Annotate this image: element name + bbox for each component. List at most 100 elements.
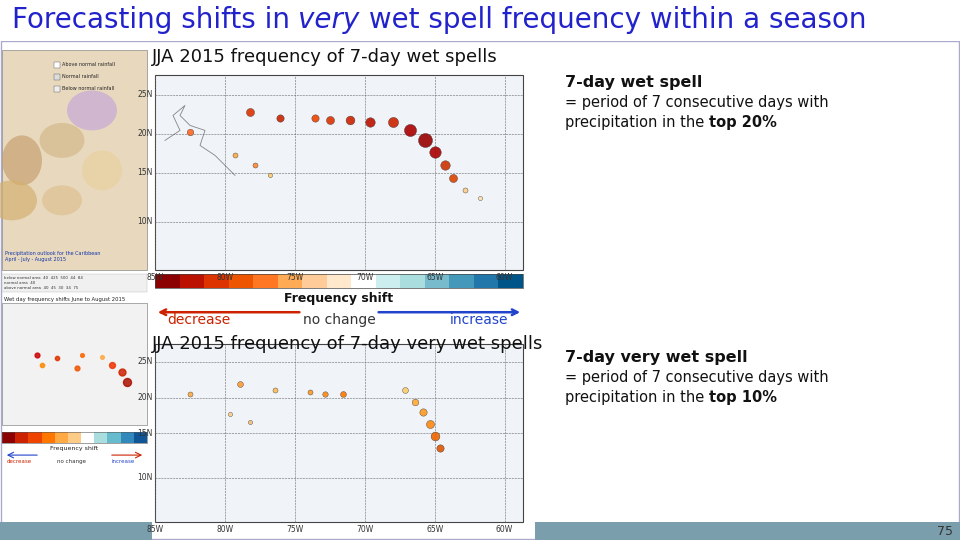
Bar — [68, 432, 81, 443]
Point — [228, 151, 243, 160]
Bar — [133, 432, 147, 443]
Bar — [108, 432, 121, 443]
Point — [427, 432, 443, 441]
Point — [343, 116, 358, 125]
Point — [407, 398, 422, 407]
Text: 85W: 85W — [147, 273, 163, 282]
Point — [335, 390, 350, 399]
Text: below normal area  40  425  500  44  84: below normal area 40 425 500 44 84 — [4, 276, 83, 280]
Point — [242, 108, 257, 117]
Point — [69, 364, 84, 373]
Ellipse shape — [0, 180, 37, 220]
Bar — [474, 274, 498, 288]
Bar — [277, 274, 302, 288]
Bar — [41, 432, 55, 443]
Text: 15N: 15N — [137, 429, 153, 437]
Text: = period of 7 consecutive days with: = period of 7 consecutive days with — [565, 96, 828, 111]
Point — [182, 128, 198, 137]
Text: top 10%: top 10% — [708, 390, 777, 405]
Text: Precipitation outlook for the Caribbean
April - July - August 2015: Precipitation outlook for the Caribbean … — [5, 251, 101, 262]
Text: 7-day very wet spell: 7-day very wet spell — [565, 350, 748, 365]
Bar — [204, 274, 228, 288]
Point — [432, 444, 447, 453]
Text: 25N: 25N — [137, 90, 153, 99]
Text: 20N: 20N — [137, 393, 153, 402]
Text: 20N: 20N — [137, 130, 153, 138]
Text: Frequency shift: Frequency shift — [284, 292, 394, 305]
Text: 75W: 75W — [286, 273, 303, 282]
Text: top 20%: top 20% — [708, 116, 777, 131]
Point — [318, 390, 333, 399]
Text: 60W: 60W — [496, 525, 514, 534]
Bar — [351, 274, 375, 288]
Bar — [2, 432, 147, 443]
Bar — [94, 432, 108, 443]
Text: 70W: 70W — [356, 273, 373, 282]
Point — [472, 194, 488, 202]
Text: 80W: 80W — [216, 273, 233, 282]
Bar — [2, 274, 147, 292]
Bar — [54, 86, 60, 92]
Bar — [2, 51, 147, 270]
Bar — [155, 274, 523, 288]
Text: 65W: 65W — [426, 525, 444, 534]
Point — [119, 378, 134, 387]
Text: 60W: 60W — [496, 273, 514, 282]
Text: precipitation in the: precipitation in the — [565, 116, 708, 131]
Point — [94, 353, 109, 361]
Bar — [0, 522, 152, 540]
Point — [438, 161, 453, 170]
Text: 85W: 85W — [147, 525, 163, 534]
Text: no change: no change — [302, 313, 375, 327]
Ellipse shape — [2, 136, 42, 185]
Text: very: very — [299, 6, 360, 34]
Point — [457, 186, 472, 195]
Bar — [155, 274, 180, 288]
Point — [323, 116, 338, 125]
Point — [418, 136, 433, 145]
Bar — [449, 274, 474, 288]
Text: increase: increase — [112, 459, 135, 464]
Bar — [121, 432, 133, 443]
Point — [182, 390, 198, 399]
Text: Frequency shift: Frequency shift — [51, 446, 99, 451]
Point — [49, 354, 64, 362]
Point — [248, 161, 263, 170]
Text: 80W: 80W — [216, 525, 233, 534]
Ellipse shape — [82, 150, 122, 191]
Text: 75W: 75W — [286, 525, 303, 534]
Text: wet spell frequency within a season: wet spell frequency within a season — [360, 6, 866, 34]
Text: 10N: 10N — [137, 473, 153, 482]
Text: Forecasting shifts in: Forecasting shifts in — [12, 6, 299, 34]
Bar — [155, 76, 523, 270]
Text: Below normal rainfall: Below normal rainfall — [62, 86, 114, 91]
Point — [267, 386, 282, 394]
Bar — [29, 432, 41, 443]
Bar — [54, 63, 60, 69]
Bar — [326, 274, 351, 288]
Text: JJA 2015 frequency of 7-day wet spells: JJA 2015 frequency of 7-day wet spells — [152, 49, 497, 66]
Text: 7-day wet spell: 7-day wet spell — [565, 76, 703, 91]
Point — [114, 368, 130, 376]
Point — [402, 126, 418, 135]
Point — [416, 408, 431, 416]
Bar — [400, 274, 425, 288]
Text: precipitation in the: precipitation in the — [565, 390, 708, 405]
Point — [223, 410, 238, 418]
Point — [362, 118, 377, 127]
Point — [262, 171, 277, 180]
Bar — [2, 303, 147, 425]
Text: above normal area  40  45  30  34  75: above normal area 40 45 30 34 75 — [4, 286, 79, 291]
Bar — [81, 432, 94, 443]
Bar — [375, 274, 400, 288]
Text: = period of 7 consecutive days with: = period of 7 consecutive days with — [565, 370, 828, 385]
Bar — [155, 344, 523, 522]
Bar — [425, 274, 449, 288]
Text: normal area  40: normal area 40 — [4, 281, 36, 285]
Bar — [55, 432, 68, 443]
Bar — [54, 75, 60, 80]
Text: 70W: 70W — [356, 525, 373, 534]
Point — [273, 114, 288, 123]
Ellipse shape — [42, 185, 82, 215]
Bar — [253, 274, 277, 288]
